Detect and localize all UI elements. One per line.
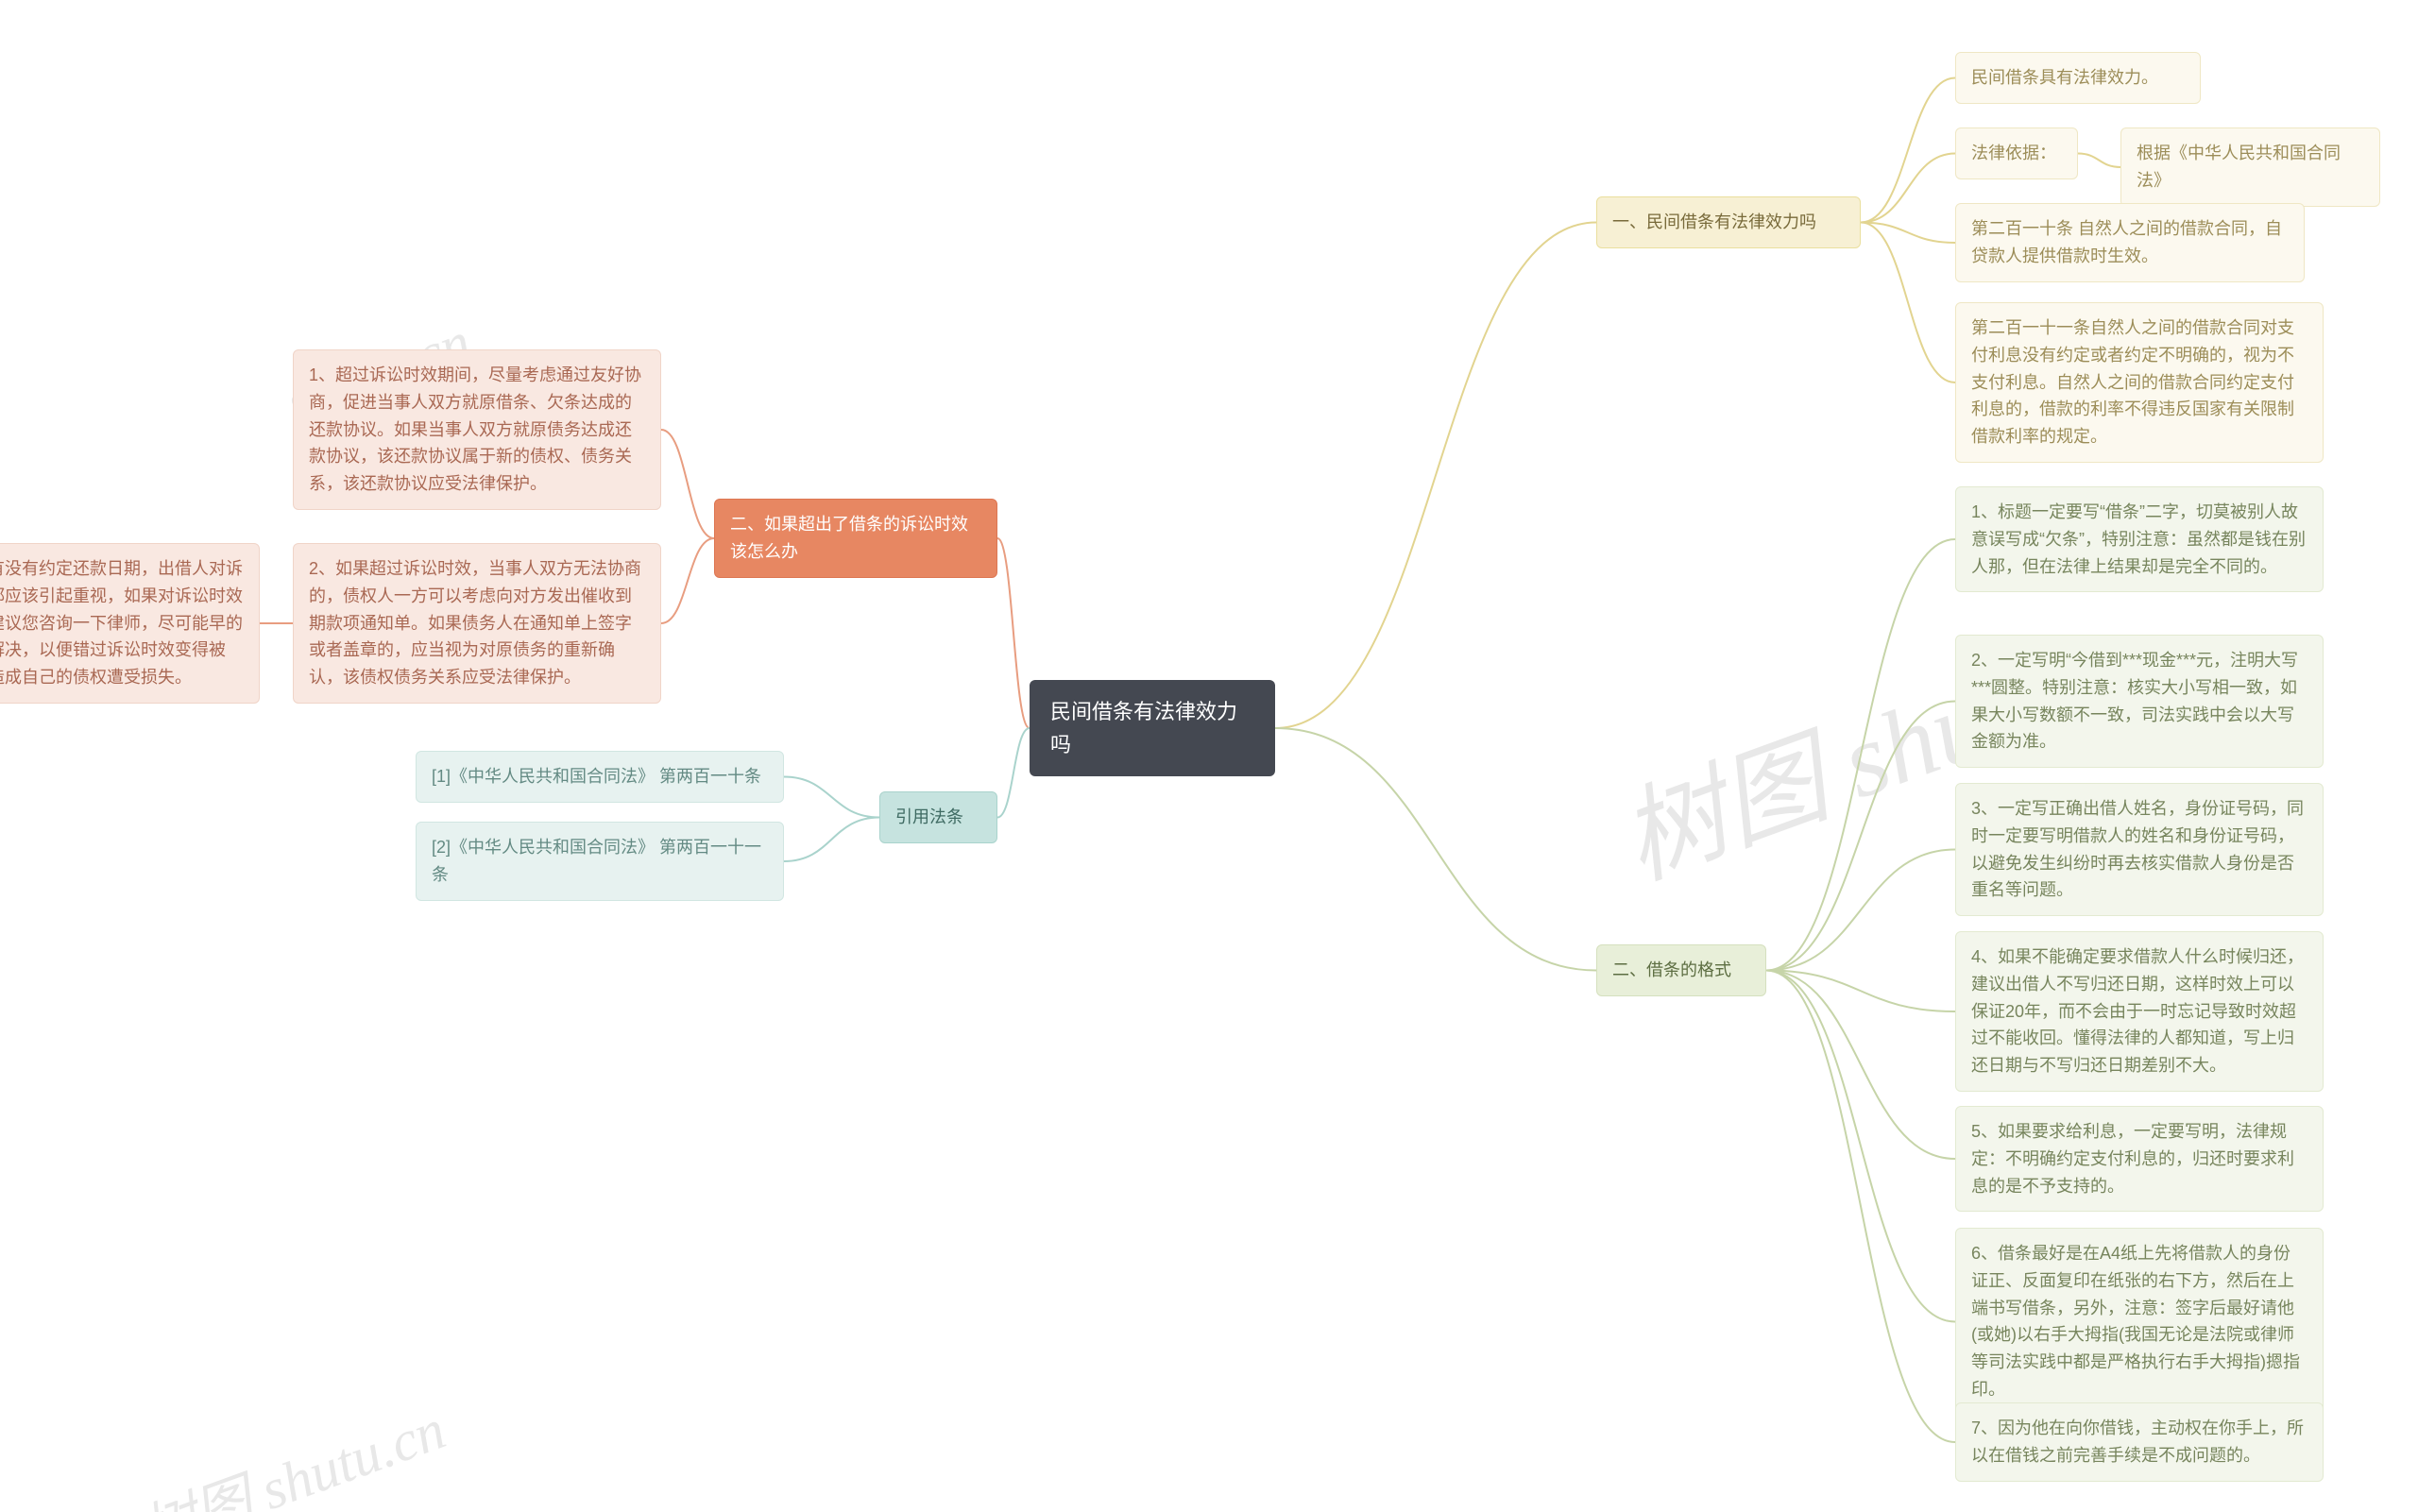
connector <box>1766 971 1955 1322</box>
mindmap-node[interactable]: 2、一定写明“今借到***现金***元，注明大写***圆整。特别注意：核实大小写… <box>1955 635 2324 768</box>
mindmap-node[interactable]: 法律依据： <box>1955 127 2078 179</box>
watermark: 树图 shutu.cn <box>128 1384 454 1512</box>
root-node[interactable]: 民间借条有法律效力吗 <box>1030 680 1275 776</box>
mindmap-node[interactable]: 无论借条上有没有约定还款日期，出借人对诉讼时效问题都应该引起重视，如果对诉讼时效… <box>0 543 260 704</box>
mindmap-node[interactable]: 3、一定写正确出借人姓名，身份证号码，同时一定要写明借款人的姓名和身份证号码，以… <box>1955 783 2324 916</box>
connector <box>1766 971 1955 1012</box>
mindmap-node[interactable]: 民间借条具有法律效力。 <box>1955 52 2201 104</box>
connector <box>1275 728 1596 971</box>
connector <box>1766 971 1955 1160</box>
connector <box>2078 154 2120 168</box>
mindmap-node[interactable]: 7、因为他在向你借钱，主动权在你手上，所以在借钱之前完善手续是不成问题的。 <box>1955 1402 2324 1482</box>
connector <box>1861 154 1955 223</box>
connector <box>1861 223 1955 383</box>
mindmap-node[interactable]: 4、如果不能确定要求借款人什么时候归还，建议出借人不写归还日期，这样时效上可以保… <box>1955 931 2324 1092</box>
connector <box>1766 702 1955 971</box>
mindmap-node[interactable]: 引用法条 <box>879 791 997 843</box>
connector <box>784 818 879 862</box>
connector <box>1861 223 1955 244</box>
mindmap-node[interactable]: [1]《中华人民共和国合同法》 第两百一十条 <box>416 751 784 803</box>
mindmap-node[interactable]: 5、如果要求给利息，一定要写明，法律规定：不明确约定支付利息的，归还时要求利息的… <box>1955 1106 2324 1212</box>
connector <box>661 430 714 538</box>
mindmap-node[interactable]: 二、借条的格式 <box>1596 944 1766 996</box>
connector <box>997 728 1030 818</box>
mindmap-node[interactable]: 1、标题一定要写“借条”二字，切莫被别人故意误写成“欠条”，特别注意：虽然都是钱… <box>1955 486 2324 592</box>
connector <box>1275 223 1596 729</box>
mindmap-node[interactable]: 2、如果超过诉讼时效，当事人双方无法协商的，债权人一方可以考虑向对方发出催收到期… <box>293 543 661 704</box>
mindmap-node[interactable]: 1、超过诉讼时效期间，尽量考虑通过友好协商，促进当事人双方就原借条、欠条达成的还… <box>293 349 661 510</box>
connector <box>1861 78 1955 223</box>
mindmap-node[interactable]: 一、民间借条有法律效力吗 <box>1596 196 1861 248</box>
mindmap-node[interactable]: 根据《中华人民共和国合同法》 <box>2120 127 2380 207</box>
connector <box>997 538 1030 728</box>
connector <box>1766 850 1955 971</box>
mindmap-node[interactable]: 第二百一十条 自然人之间的借款合同，自贷款人提供借款时生效。 <box>1955 203 2305 282</box>
connector <box>1766 539 1955 971</box>
mindmap-node[interactable]: 二、如果超出了借条的诉讼时效该怎么办 <box>714 499 997 578</box>
mindmap-node[interactable]: [2]《中华人民共和国合同法》 第两百一十一条 <box>416 822 784 901</box>
mindmap-node[interactable]: 第二百一十一条自然人之间的借款合同对支付利息没有约定或者约定不明确的，视为不支付… <box>1955 302 2324 463</box>
connector <box>784 777 879 818</box>
connector <box>661 538 714 623</box>
connector <box>1766 971 1955 1443</box>
mindmap-node[interactable]: 6、借条最好是在A4纸上先将借款人的身份证正、反面复印在纸张的右下方，然后在上端… <box>1955 1228 2324 1416</box>
